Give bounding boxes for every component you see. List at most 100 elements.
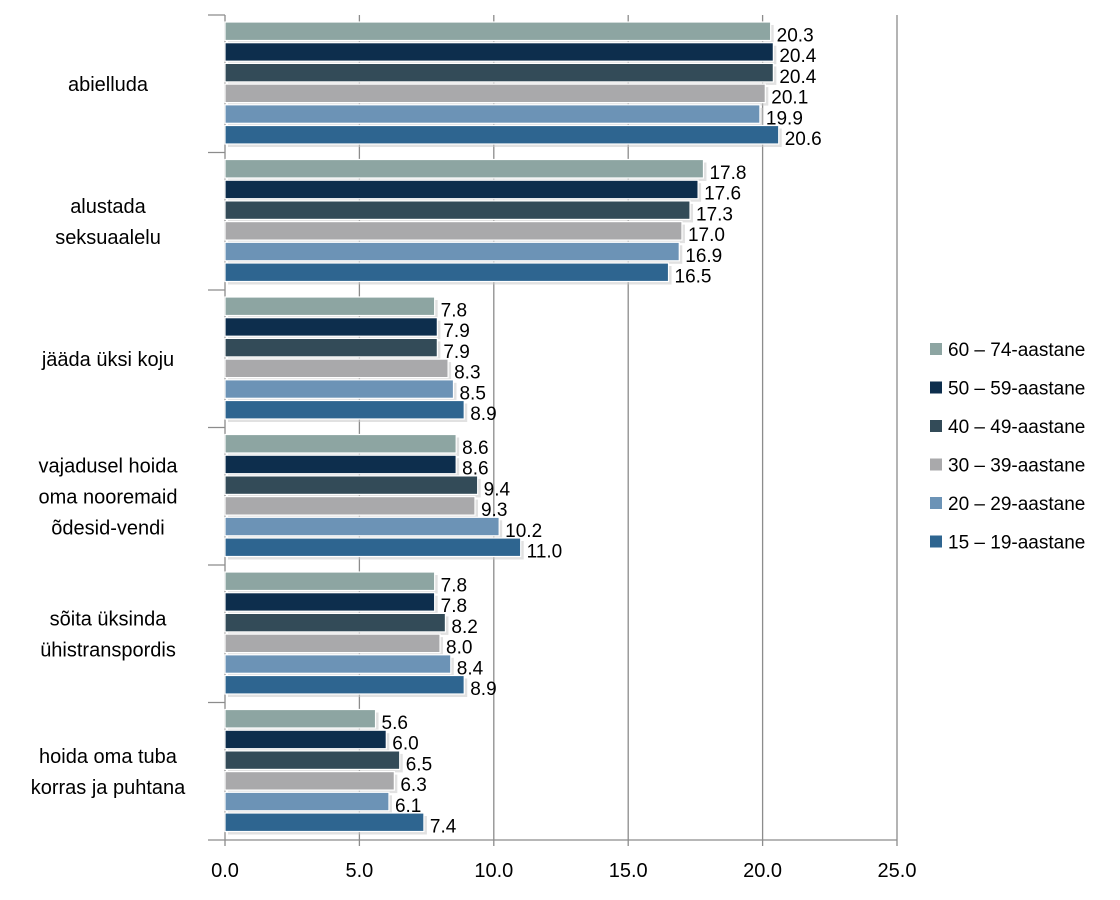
legend: 60 – 74-aastane 50 – 59-aastane 40 – 49-aa… — [930, 340, 1085, 554]
bar — [224, 674, 465, 695]
bar — [224, 770, 395, 791]
bar — [224, 729, 387, 750]
bar — [224, 62, 774, 83]
legend-swatch — [930, 343, 942, 355]
bar — [224, 571, 436, 592]
bar — [224, 337, 438, 358]
bar — [224, 221, 683, 241]
bar — [224, 241, 680, 262]
bar — [224, 612, 447, 633]
bar-value-label: 8.3 — [454, 363, 480, 384]
bar-value-label: 17.8 — [709, 163, 746, 184]
category-label: hoida oma tuba korras ja puhtana — [31, 746, 186, 799]
bar — [224, 475, 479, 495]
bar-value-label: 17.6 — [704, 184, 741, 205]
bar-value-label: 8.6 — [462, 459, 488, 480]
bars — [224, 21, 782, 835]
axes: 0.0 5.0 10.0 15.0 20.0 25.0 abielluda alustada s… — [31, 14, 917, 882]
data-labels: 20.320.420.420.119.920.617.817.617.317.0… — [382, 26, 822, 838]
bar — [224, 516, 500, 537]
bar-value-label: 6.0 — [392, 734, 418, 755]
bar-value-label: 11.0 — [527, 542, 563, 563]
bar — [224, 633, 441, 654]
bar — [224, 179, 699, 200]
bar-value-label: 16.5 — [675, 267, 712, 288]
bar — [224, 433, 457, 454]
bar — [224, 21, 772, 42]
legend-label: 15 – 19-aastane — [948, 533, 1085, 554]
bar-value-label: 19.9 — [766, 108, 803, 129]
bar-value-label: 8.9 — [470, 404, 496, 425]
bar — [224, 654, 452, 674]
bar-value-label: 20.4 — [779, 46, 816, 67]
bar — [224, 262, 670, 283]
bar — [224, 296, 436, 317]
bar — [224, 158, 705, 179]
legend-swatch — [930, 535, 942, 548]
category-label: vajadusel hoida oma nooremaid õdesid-vendi — [39, 455, 179, 539]
legend-label: 50 – 59-aastane — [948, 379, 1085, 400]
bar — [224, 496, 476, 516]
legend-swatch — [930, 381, 942, 394]
bar — [224, 83, 766, 104]
bar — [224, 317, 438, 337]
bar-value-label: 20.6 — [785, 129, 822, 150]
bar-value-label: 9.4 — [484, 479, 511, 500]
bar-value-label: 20.3 — [777, 26, 814, 47]
bar-value-label: 8.6 — [462, 438, 488, 459]
bar-value-label: 20.1 — [771, 88, 808, 109]
bar-value-label: 6.1 — [395, 796, 421, 817]
bar-value-label: 7.9 — [443, 321, 469, 342]
bar-value-label: 8.5 — [459, 383, 485, 404]
legend-label: 60 – 74-aastane — [948, 340, 1085, 361]
bar — [224, 750, 401, 771]
bar-value-label: 6.3 — [400, 775, 426, 796]
bar — [224, 592, 436, 612]
bar — [224, 124, 780, 145]
bar — [224, 812, 425, 833]
bar-value-label: 8.2 — [451, 617, 477, 638]
legend-label: 30 – 39-aastane — [948, 456, 1085, 477]
bar — [224, 104, 761, 124]
bar-value-label: 8.9 — [470, 679, 496, 700]
bar — [224, 791, 390, 812]
bar — [224, 200, 691, 220]
bar — [224, 454, 457, 475]
legend-label: 20 – 29-aastane — [948, 494, 1085, 515]
bar-value-label: 17.3 — [696, 204, 733, 225]
bar-value-label: 7.8 — [441, 576, 467, 597]
bar — [224, 42, 774, 62]
bar-value-label: 16.9 — [685, 246, 722, 267]
bar-value-label: 20.4 — [779, 67, 816, 88]
bar-value-label: 8.4 — [457, 658, 484, 679]
category-label: abielluda — [68, 74, 149, 96]
bar-value-label: 10.2 — [505, 521, 542, 542]
category-label: jääda üksi koju — [41, 349, 174, 371]
x-tick-label: 25.0 — [878, 860, 917, 882]
bar — [224, 358, 449, 379]
bar — [224, 399, 465, 420]
bar-value-label: 7.8 — [441, 301, 467, 322]
bar-value-label: 7.8 — [441, 596, 467, 617]
bar-value-label: 7.9 — [443, 342, 469, 363]
legend-swatch — [930, 497, 942, 509]
bar-value-label: 6.5 — [406, 754, 432, 775]
legend-swatch — [930, 458, 942, 471]
bar — [224, 379, 455, 399]
bar-value-label: 5.6 — [382, 713, 408, 734]
bar-value-label: 17.0 — [688, 225, 725, 246]
gridlines — [358, 15, 898, 840]
x-tick-label: 10.0 — [474, 860, 513, 882]
x-tick-label: 5.0 — [345, 860, 373, 882]
x-tick-label: 20.0 — [743, 860, 782, 882]
bar-value-label: 8.0 — [446, 638, 472, 659]
bar-value-label: 9.3 — [481, 500, 507, 521]
legend-label: 40 – 49-aastane — [948, 417, 1085, 438]
legend-swatch — [930, 420, 942, 432]
category-label: alustada seksuaalelu — [55, 196, 161, 249]
x-tick-label: 15.0 — [609, 860, 648, 882]
bar — [224, 708, 377, 729]
bar-value-label: 7.4 — [430, 817, 457, 838]
bar — [224, 537, 522, 558]
